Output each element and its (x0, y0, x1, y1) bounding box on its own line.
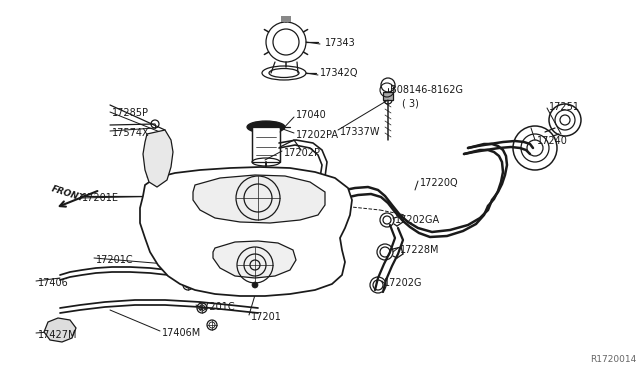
Text: 17406: 17406 (38, 278, 68, 288)
Text: 17202GA: 17202GA (395, 215, 440, 225)
Bar (383, 92, 393, 100)
Text: 17220Q: 17220Q (420, 178, 459, 188)
Text: 17201C: 17201C (96, 255, 134, 265)
Text: 17337W: 17337W (340, 127, 381, 137)
Polygon shape (193, 175, 325, 223)
Polygon shape (140, 167, 352, 296)
Text: 17228M: 17228M (400, 245, 440, 255)
Text: 17343: 17343 (325, 38, 356, 48)
Text: ( 3): ( 3) (402, 98, 419, 108)
Ellipse shape (247, 121, 285, 133)
Polygon shape (44, 318, 76, 342)
Circle shape (170, 190, 182, 202)
Bar (252, 127, 280, 162)
Text: 17202G: 17202G (384, 278, 422, 288)
Text: 17201E: 17201E (82, 193, 119, 203)
Ellipse shape (262, 171, 270, 185)
Polygon shape (213, 241, 296, 278)
Text: 17342Q: 17342Q (320, 68, 358, 78)
Text: 17202P: 17202P (284, 148, 321, 158)
Bar (281, 16, 291, 22)
Text: 17040: 17040 (296, 110, 327, 120)
Text: 17201C: 17201C (198, 302, 236, 312)
Text: 17427M: 17427M (38, 330, 77, 340)
Text: FRONT: FRONT (51, 184, 86, 203)
Text: R1720014: R1720014 (590, 355, 636, 364)
Bar (182, 192, 190, 200)
Text: 17285P: 17285P (112, 108, 149, 118)
Text: 17406M: 17406M (162, 328, 201, 338)
Polygon shape (143, 130, 173, 187)
Text: 17201: 17201 (251, 312, 282, 322)
Text: 17251: 17251 (549, 102, 580, 112)
Text: B08146-8162G: B08146-8162G (390, 85, 463, 95)
Text: 17574X: 17574X (112, 128, 150, 138)
Circle shape (252, 282, 258, 288)
Text: 17202PA: 17202PA (296, 130, 339, 140)
Text: 17240: 17240 (537, 136, 568, 146)
